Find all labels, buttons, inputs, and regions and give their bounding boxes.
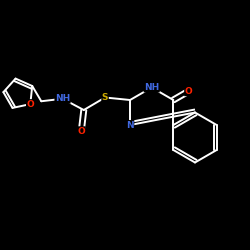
- Text: NH: NH: [144, 83, 159, 92]
- Text: NH: NH: [55, 94, 70, 103]
- Text: O: O: [78, 127, 85, 136]
- Text: O: O: [185, 87, 192, 96]
- Text: O: O: [26, 100, 34, 108]
- Text: S: S: [102, 93, 108, 102]
- Text: N: N: [126, 120, 134, 130]
